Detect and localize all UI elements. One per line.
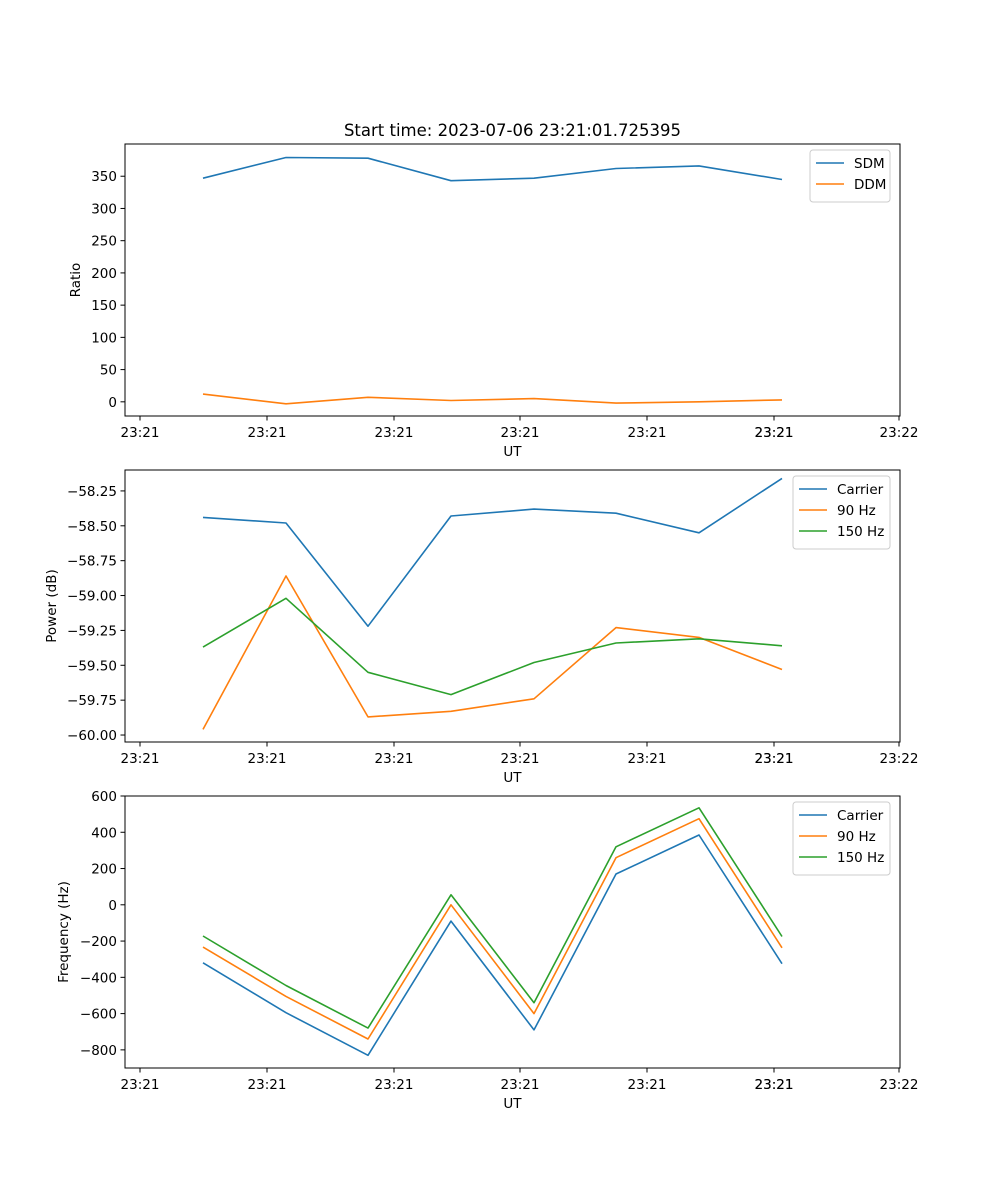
axes-frame	[124, 143, 901, 417]
x-tick-label: 23:21	[628, 425, 667, 441]
x-tick-label: 23:21	[628, 1077, 667, 1093]
series-line-90-hz	[202, 817, 783, 1040]
subplot-3: −800 −600 −400 −200 0 200 400 600 23:21 23:21 23:2…	[56, 789, 918, 1112]
x-tick-label: 23:21	[375, 425, 414, 441]
x-tick-label: 23:21	[628, 751, 667, 767]
series-line-ddm	[202, 393, 783, 405]
y-tick-label: −800	[80, 1043, 117, 1059]
series-line-carrier	[202, 834, 783, 1057]
x-tick-label: 23:21	[248, 1077, 287, 1093]
series-line-carrier	[202, 477, 783, 628]
x-tick-label: 23:21	[121, 1077, 160, 1093]
x-tick-label: 23:21	[755, 751, 794, 767]
axes-frame	[124, 469, 901, 743]
legend-label: Carrier	[837, 808, 884, 824]
y-tick-label: 300	[91, 201, 117, 217]
series-line-90-hz	[202, 575, 783, 730]
y-axis-label: Ratio	[68, 263, 84, 298]
legend-label: 150 Hz	[837, 524, 884, 540]
subplot-2: −60.00 −59.75 −59.50 −59.25 −59.00 −58.75 −58.…	[44, 469, 919, 786]
y-tick-label: −59.25	[67, 623, 117, 639]
x-axis-label: UT	[503, 1096, 522, 1112]
x-tick-label: 23:21	[375, 751, 414, 767]
series-line-150-hz	[202, 806, 783, 1029]
y-tick-label: −59.50	[67, 658, 117, 674]
y-tick-label: 250	[91, 234, 117, 250]
legend-label: Carrier	[837, 482, 884, 498]
y-tick-label: 0	[108, 395, 117, 411]
x-tick-label: 23:22	[880, 751, 919, 767]
y-axis-label: Frequency (Hz)	[56, 881, 72, 983]
x-axis-label: UT	[503, 770, 522, 786]
series-line-150-hz	[202, 597, 783, 696]
legend-label: 150 Hz	[837, 850, 884, 866]
legend-label: 90 Hz	[837, 503, 876, 519]
x-tick-label: 23:22	[880, 1077, 919, 1093]
x-tick-label: 23:22	[880, 425, 919, 441]
y-tick-label: 350	[91, 169, 117, 185]
y-tick-label: 200	[91, 862, 117, 878]
axes-frame	[124, 795, 901, 1069]
y-tick-label: 0	[108, 898, 117, 914]
series-line-sdm	[202, 156, 783, 182]
x-tick-label: 23:21	[755, 425, 794, 441]
x-tick-label: 23:21	[121, 751, 160, 767]
legend-label: DDM	[854, 177, 886, 193]
y-tick-label: −600	[80, 1007, 117, 1023]
subplot-1: 0 50 100 150 200 250 300 350 23:21 23:21 23:21 23:2…	[68, 121, 918, 460]
legend-label: SDM	[854, 156, 885, 172]
x-tick-label: 23:21	[501, 751, 540, 767]
y-axis-label: Power (dB)	[44, 569, 60, 642]
x-tick-label: 23:21	[755, 425, 794, 441]
y-tick-label: 400	[91, 825, 117, 841]
x-tick-label: 23:21	[248, 425, 287, 441]
x-tick-label: 23:21	[755, 751, 794, 767]
x-axis-label: UT	[503, 444, 522, 460]
y-tick-label: −400	[80, 970, 117, 986]
x-tick-label: 23:21	[501, 425, 540, 441]
y-tick-label: −59.00	[67, 589, 117, 605]
y-tick-label: −60.00	[67, 728, 117, 744]
chart-title: Start time: 2023-07-06 23:21:01.725395	[344, 121, 681, 140]
y-tick-label: −59.75	[67, 693, 117, 709]
x-tick-label: 23:21	[375, 1077, 414, 1093]
y-tick-label: −58.25	[67, 484, 117, 500]
y-tick-label: 600	[91, 789, 117, 805]
x-tick-label: 23:21	[755, 1077, 794, 1093]
y-tick-label: 200	[91, 266, 117, 282]
legend-label: 90 Hz	[837, 829, 876, 845]
x-tick-label: 23:21	[501, 1077, 540, 1093]
y-tick-label: −200	[80, 934, 117, 950]
y-tick-label: 150	[91, 298, 117, 314]
x-tick-label: 23:21	[755, 1077, 794, 1093]
y-tick-label: 100	[91, 330, 117, 346]
y-tick-label: 50	[100, 363, 117, 379]
y-tick-label: −58.75	[67, 554, 117, 570]
y-tick-label: −58.50	[67, 519, 117, 535]
x-tick-label: 23:21	[248, 751, 287, 767]
x-tick-label: 23:21	[121, 425, 160, 441]
